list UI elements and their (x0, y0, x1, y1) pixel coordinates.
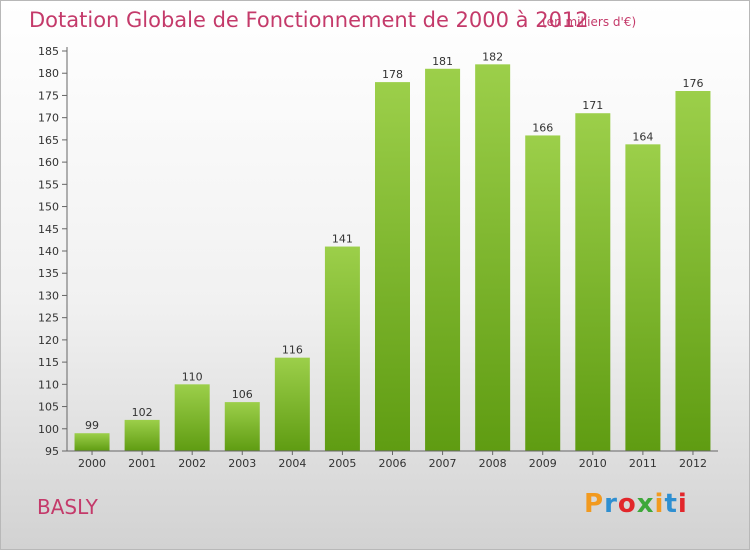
y-tick-label-175: 175 (38, 89, 59, 102)
logo-letter: o (617, 489, 637, 519)
x-tick-label-2011: 2011 (629, 457, 657, 470)
data-label-2001: 102 (132, 406, 153, 419)
logo-letter: x (636, 489, 655, 519)
logo-letter: t (664, 489, 678, 519)
y-tick-label-120: 120 (38, 334, 59, 347)
x-tick-label-2012: 2012 (679, 457, 707, 470)
bar-2009 (525, 135, 561, 451)
y-tick-label-185: 185 (38, 45, 59, 58)
y-tick-label-155: 155 (38, 178, 59, 191)
y-tick-label-130: 130 (38, 289, 59, 302)
y-tick-label-150: 150 (38, 201, 59, 214)
y-tick-label-100: 100 (38, 423, 59, 436)
y-tick-label-160: 160 (38, 156, 59, 169)
data-label-2007: 181 (432, 55, 453, 68)
chart-title: Dotation Globale de Fonctionnement de 20… (29, 8, 589, 32)
x-tick-label-2005: 2005 (328, 457, 356, 470)
y-tick-label-165: 165 (38, 134, 59, 147)
bar-2000 (74, 433, 110, 451)
data-label-2005: 141 (332, 233, 353, 246)
chart-subtitle: (en milliers d'€) (542, 15, 637, 29)
logo-letter: i (654, 489, 665, 519)
x-tick-label-2010: 2010 (579, 457, 607, 470)
y-tick-label-125: 125 (38, 312, 59, 325)
bar-2011 (625, 144, 661, 452)
commune-name: BASLY (37, 495, 98, 519)
bar-2006 (375, 82, 410, 451)
data-label-2000: 99 (85, 419, 99, 432)
y-tick-label-145: 145 (38, 223, 59, 236)
y-tick-label-95: 95 (45, 445, 59, 458)
data-label-2002: 110 (182, 370, 203, 383)
x-tick-label-2001: 2001 (128, 457, 156, 470)
x-tick-label-2009: 2009 (529, 457, 557, 470)
data-label-2003: 106 (232, 388, 253, 401)
y-tick-label-140: 140 (38, 245, 59, 258)
x-tick-label-2002: 2002 (178, 457, 206, 470)
bar-2012 (675, 91, 711, 451)
proxiti-logo[interactable]: Proxiti (584, 489, 688, 519)
data-label-2010: 171 (582, 99, 603, 112)
bar-2001 (124, 419, 160, 451)
bar-2008 (475, 64, 511, 452)
y-tick-label-180: 180 (38, 67, 59, 80)
x-tick-label-2003: 2003 (228, 457, 256, 470)
y-tick-label-170: 170 (38, 112, 59, 125)
logo-letter: i (677, 489, 688, 519)
data-label-2008: 182 (482, 50, 503, 63)
y-tick-label-105: 105 (38, 401, 59, 414)
x-tick-label-2006: 2006 (379, 457, 407, 470)
data-label-2004: 116 (282, 344, 303, 357)
bar-2010 (575, 113, 611, 451)
data-label-2006: 178 (382, 68, 403, 81)
data-label-2012: 176 (682, 77, 703, 90)
y-tick-label-115: 115 (38, 356, 59, 369)
data-label-2009: 166 (532, 121, 553, 134)
logo-letter: r (604, 489, 618, 519)
x-tick-label-2004: 2004 (278, 457, 306, 470)
data-label-2011: 164 (632, 130, 653, 143)
bar-2004 (274, 357, 310, 451)
y-tick-label-135: 135 (38, 267, 59, 280)
y-tick-label-110: 110 (38, 378, 59, 391)
bar-2002 (174, 384, 210, 451)
x-tick-label-2007: 2007 (429, 457, 457, 470)
bar-2005 (324, 246, 360, 451)
x-tick-label-2008: 2008 (479, 457, 507, 470)
bar-2003 (224, 402, 260, 451)
bar-2007 (425, 68, 461, 452)
logo-letter: P (584, 489, 605, 519)
x-tick-label-2000: 2000 (78, 457, 106, 470)
